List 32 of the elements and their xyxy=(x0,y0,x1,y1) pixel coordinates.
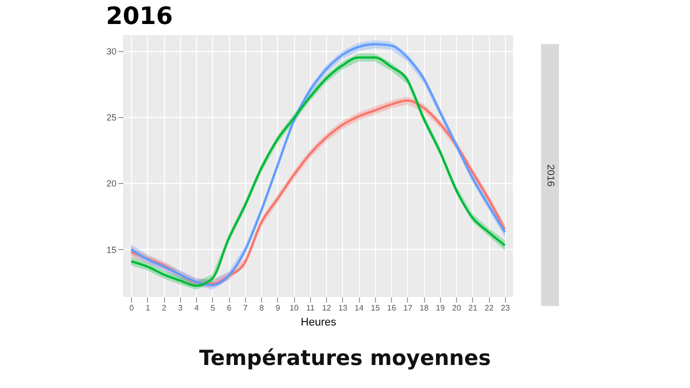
x-tick-label: 14 xyxy=(354,304,364,312)
x-tick-label: 3 xyxy=(178,304,184,312)
x-tick-label: 9 xyxy=(276,304,281,312)
y-tick-label: 30 xyxy=(106,46,116,56)
x-tick-label: 5 xyxy=(210,304,216,312)
x-tick-label: 13 xyxy=(338,304,348,312)
y-tick-label: 15 xyxy=(106,244,116,255)
x-tick-label: 4 xyxy=(194,304,200,312)
x-tick-label: 16 xyxy=(387,304,397,312)
y-tick-label: 20 xyxy=(106,178,116,189)
x-tick-label: 19 xyxy=(436,304,446,312)
x-tick-label: 18 xyxy=(420,304,430,312)
text: Températures moyennes xyxy=(198,346,492,370)
text: 2016 xyxy=(544,164,556,186)
x-tick-label: 17 xyxy=(403,304,413,312)
chart-title: 2016 xyxy=(106,2,173,30)
x-axis-title: Heures xyxy=(300,316,337,328)
x-tick-label: 1 xyxy=(146,304,151,312)
x-tick-label: 11 xyxy=(306,304,316,312)
x-tick-label: 21 xyxy=(468,304,478,312)
x-tick-label: 12 xyxy=(322,304,332,312)
x-tick-label: 2 xyxy=(162,304,167,312)
x-tick-label: 22 xyxy=(484,304,494,312)
x-tick-label: 10 xyxy=(290,304,300,312)
x-tick-label: 7 xyxy=(243,304,248,312)
x-tick-label: 20 xyxy=(452,304,462,312)
x-tick-label: 23 xyxy=(500,304,510,312)
x-tick-label: 15 xyxy=(370,304,380,312)
x-tick-label: 0 xyxy=(129,304,134,312)
x-tick-label: 8 xyxy=(259,304,264,312)
x-tick-label: 6 xyxy=(226,304,232,312)
y-tick-label: 25 xyxy=(106,112,116,123)
